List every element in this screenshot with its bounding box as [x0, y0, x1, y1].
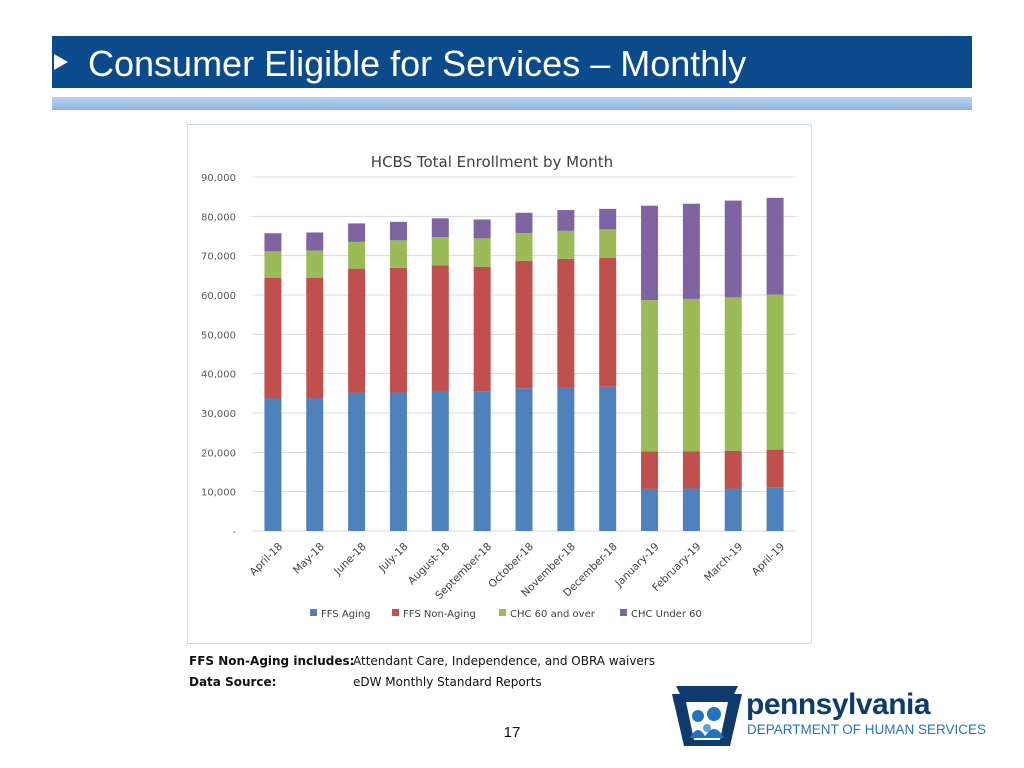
bar-segment	[431, 265, 449, 391]
bar-segment	[473, 266, 491, 392]
bar-segment	[682, 488, 700, 531]
bar-segment	[431, 237, 449, 266]
logo-department: DEPARTMENT OF HUMAN SERVICES	[747, 722, 987, 737]
bar-segment	[557, 210, 575, 231]
enrollment-chart: HCBS Total Enrollment by Month - 10,000 20…	[201, 153, 796, 620]
y-tick-label: 40,000	[201, 370, 236, 381]
legend-swatch	[310, 609, 317, 616]
bar-segment	[515, 260, 533, 389]
bar-segment	[682, 451, 700, 489]
bar-segment	[473, 391, 491, 531]
legend-label: CHC 60 and over	[510, 609, 596, 620]
bar-segment	[766, 294, 784, 450]
bar-segment	[306, 250, 324, 278]
legend-label: FFS Aging	[321, 609, 371, 620]
bar-segment	[641, 300, 659, 452]
slide-title: Consumer Eligible for Services – Monthly	[88, 43, 747, 84]
bar-segment	[389, 240, 407, 268]
bar-segment	[557, 230, 575, 259]
bar-segment	[348, 268, 366, 393]
y-tick-label: 20,000	[201, 448, 236, 459]
title-bar	[52, 36, 972, 88]
bar-segment	[348, 241, 366, 269]
title-arrow-icon	[54, 54, 68, 70]
bar-segment	[599, 258, 617, 387]
y-tick-label: -	[232, 527, 236, 538]
bar-segment	[264, 398, 282, 531]
bar-segment	[264, 277, 282, 399]
logo-wordmark: pennsylvania	[746, 688, 931, 721]
bar-segment	[264, 251, 282, 278]
bar-segment	[389, 267, 407, 393]
bar-segment	[306, 232, 324, 251]
bar-segment	[515, 212, 533, 234]
bar-segment	[724, 297, 742, 451]
y-tick-label: 50,000	[201, 330, 236, 341]
y-tick-label: 80,000	[201, 212, 236, 223]
footnote-value: Attendant Care, Independence, and OBRA w…	[353, 654, 655, 668]
chart-title: HCBS Total Enrollment by Month	[371, 153, 613, 171]
page-number: 17	[503, 724, 521, 741]
bar-segment	[515, 233, 533, 261]
bar-segment	[515, 388, 533, 531]
y-tick-label: 90,000	[201, 173, 236, 184]
bar-segment	[682, 298, 700, 452]
bar-segment	[766, 487, 784, 531]
x-tick-label: July-18	[376, 541, 411, 576]
x-tick-label: May-18	[291, 541, 327, 577]
y-tick-label: 70,000	[201, 252, 236, 263]
x-tick-label: June-18	[331, 541, 368, 578]
footnote-label: Data Source:	[189, 675, 277, 689]
bar-segment	[641, 488, 659, 531]
x-tick-label: March-19	[702, 541, 745, 584]
bar-segment	[766, 449, 784, 488]
legend-swatch	[620, 609, 627, 616]
chart-frame: HCBS Total Enrollment by Month - 10,000 20…	[187, 124, 812, 644]
bar-segment	[389, 221, 407, 241]
bar-segment	[557, 387, 575, 531]
bar-segment	[641, 205, 659, 301]
legend-label: FFS Non-Aging	[403, 609, 476, 620]
y-tick-label: 60,000	[201, 291, 236, 302]
bar-segment	[389, 392, 407, 531]
y-tick-label: 30,000	[201, 409, 236, 420]
bar-segment	[599, 208, 617, 230]
bar-segment	[724, 200, 742, 298]
title-underline-bar	[52, 97, 972, 110]
bar-segment	[473, 238, 491, 267]
legend-swatch	[392, 609, 399, 616]
x-tick-label: April-18	[247, 541, 285, 579]
bar-segment	[348, 392, 366, 531]
bar-segment	[431, 390, 449, 531]
y-tick-label: 10,000	[201, 488, 236, 499]
footnote-label: FFS Non-Aging includes:	[189, 654, 355, 668]
bar-segment	[641, 451, 659, 489]
keystone-logo-icon	[672, 686, 742, 746]
bar-segment	[348, 223, 366, 242]
legend-label: CHC Under 60	[631, 609, 702, 620]
bar-segment	[599, 386, 617, 531]
bar-segment	[306, 398, 324, 531]
bar-segment	[682, 203, 700, 299]
bar-segment	[724, 450, 742, 489]
legend-swatch	[499, 609, 506, 616]
bar-segment	[766, 197, 784, 295]
bar-segment	[724, 488, 742, 531]
bar-segment	[306, 277, 324, 399]
bar-segment	[557, 258, 575, 388]
footnote-value: eDW Monthly Standard Reports	[353, 675, 542, 689]
bar-segment	[264, 233, 282, 252]
x-tick-label: April-19	[750, 541, 788, 579]
bar-segment	[431, 218, 449, 238]
bar-segment	[599, 229, 617, 259]
bar-segment	[473, 219, 491, 239]
